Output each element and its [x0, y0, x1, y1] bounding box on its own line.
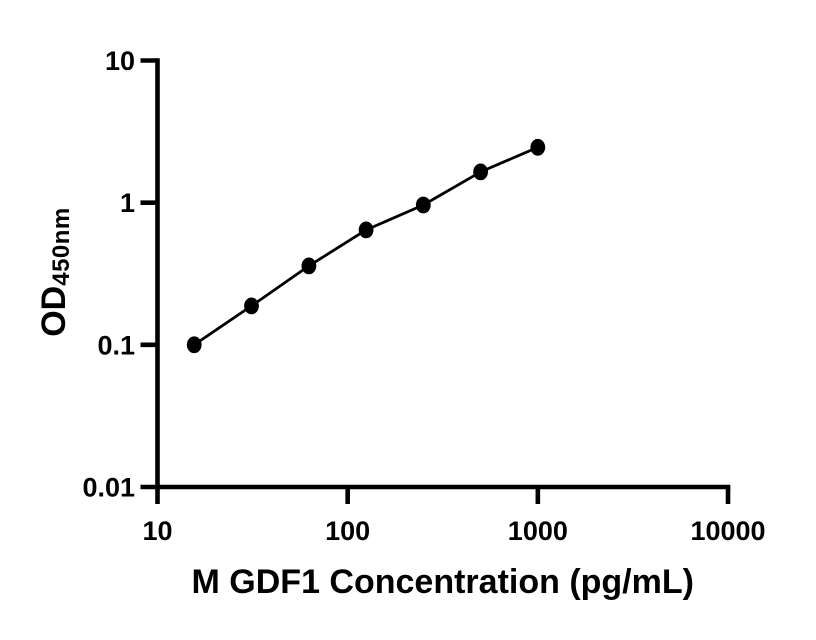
y-axis-title: OD450nm [35, 207, 75, 337]
data-point-marker [358, 221, 374, 239]
x-tick-label: 10000 [690, 516, 765, 546]
y-axis-title-subscript: 450nm [48, 207, 75, 286]
data-point-marker [186, 336, 202, 354]
y-tick-label: 0.01 [82, 473, 135, 503]
x-axis-title: M GDF1 Concentration (pg/mL) [192, 563, 694, 601]
data-point-marker [530, 138, 546, 156]
data-point-marker [415, 196, 431, 214]
y-axis-title-text: OD [35, 285, 73, 337]
y-tick-label: 0.1 [97, 330, 135, 360]
x-tick-label: 10 [142, 516, 172, 546]
data-point-marker [244, 297, 259, 315]
x-tick-label: 100 [325, 516, 370, 546]
data-point-marker [473, 163, 488, 181]
y-tick-label: 10 [105, 46, 135, 76]
x-tick-label: 1000 [508, 516, 568, 546]
data-point-marker [301, 257, 317, 275]
y-tick-label: 1 [120, 188, 135, 218]
